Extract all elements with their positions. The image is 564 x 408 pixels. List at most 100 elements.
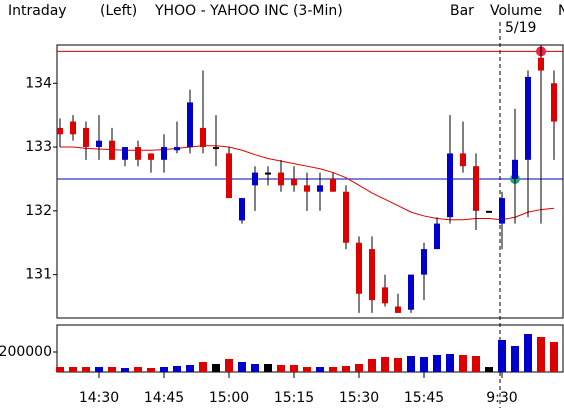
vol-tick-label: 200000 bbox=[0, 344, 52, 360]
volume-bar bbox=[498, 340, 506, 372]
volume-bar bbox=[56, 367, 64, 372]
candle-body bbox=[265, 172, 271, 175]
volume-bar bbox=[329, 367, 337, 372]
candle-body bbox=[382, 287, 388, 304]
candle-body bbox=[408, 274, 414, 310]
candle-body bbox=[486, 210, 492, 213]
x-tick-label: 9:30 bbox=[486, 390, 517, 406]
candle-body bbox=[330, 178, 336, 192]
candle-body bbox=[343, 191, 349, 243]
volume-bar bbox=[381, 357, 389, 372]
candle-body bbox=[538, 57, 544, 71]
volume-bar bbox=[108, 367, 116, 372]
y-tick-label: 133 bbox=[25, 139, 52, 155]
candle-body bbox=[109, 140, 115, 160]
volume-frame bbox=[56, 324, 564, 373]
candle-body bbox=[213, 147, 219, 150]
volume-bar bbox=[355, 364, 363, 372]
volume-bar bbox=[134, 367, 142, 372]
moving-average bbox=[60, 145, 555, 221]
candle-body bbox=[317, 185, 323, 192]
candle-body bbox=[252, 172, 258, 186]
volume-bar bbox=[277, 365, 285, 372]
candle-body bbox=[356, 242, 362, 294]
volume-bar bbox=[199, 362, 207, 372]
volume-bar bbox=[82, 367, 90, 372]
candle-body bbox=[148, 153, 154, 160]
volume-bar bbox=[173, 366, 181, 372]
candle-body bbox=[122, 147, 128, 160]
volume-bar bbox=[537, 337, 545, 372]
candle-body bbox=[291, 178, 297, 186]
candle-body bbox=[395, 306, 401, 313]
volume-bar bbox=[511, 346, 519, 372]
volume-bar bbox=[303, 367, 311, 372]
candle-body bbox=[525, 76, 531, 160]
volume-bar bbox=[264, 364, 272, 372]
volume-bar bbox=[342, 366, 350, 372]
volume-bar bbox=[290, 365, 298, 372]
candle-body bbox=[304, 185, 310, 192]
candle-body bbox=[200, 127, 206, 148]
volume-bar bbox=[459, 355, 467, 372]
candle-body bbox=[447, 153, 453, 218]
more-label[interactable]: N bbox=[558, 3, 564, 19]
candle-body bbox=[460, 153, 466, 167]
date-label: 5/19 bbox=[505, 20, 536, 36]
volume-bar bbox=[160, 367, 168, 372]
candle-body bbox=[96, 140, 102, 148]
volume-bar bbox=[407, 356, 415, 372]
y-tick-label: 134 bbox=[25, 75, 52, 91]
price-frame bbox=[56, 44, 564, 319]
volume-bar bbox=[420, 357, 428, 372]
volume-bar bbox=[316, 367, 324, 372]
style-label[interactable]: Bar bbox=[450, 3, 474, 19]
x-tick-label: 15:00 bbox=[209, 390, 249, 406]
volume-bar bbox=[95, 367, 103, 372]
candle-body bbox=[57, 127, 63, 135]
candle-body bbox=[278, 172, 284, 186]
candle-body bbox=[421, 249, 427, 275]
candle-body bbox=[70, 121, 76, 135]
mode-label[interactable]: Intraday bbox=[8, 3, 67, 19]
volume-bar bbox=[186, 365, 194, 372]
candle-body bbox=[512, 159, 518, 179]
chart-title: YHOO - YAHOO INC (3-Min) bbox=[154, 3, 343, 19]
volume-bar bbox=[550, 342, 558, 372]
x-tick-label: 15:45 bbox=[404, 390, 444, 406]
candle-body bbox=[369, 249, 375, 301]
study-label[interactable]: Volume bbox=[490, 3, 542, 19]
volume-bar bbox=[524, 334, 532, 372]
volume-bar bbox=[121, 368, 129, 372]
volume-bar bbox=[69, 367, 77, 372]
volume-bar bbox=[225, 359, 233, 372]
candle-body bbox=[473, 166, 479, 211]
candle-body bbox=[551, 83, 557, 122]
y-tick-label: 132 bbox=[25, 203, 52, 219]
x-tick-label: 15:15 bbox=[274, 390, 314, 406]
side-label[interactable]: (Left) bbox=[100, 3, 137, 19]
y-tick-label: 131 bbox=[25, 267, 52, 283]
volume-bar bbox=[147, 368, 155, 372]
x-tick-label: 14:30 bbox=[79, 390, 119, 406]
volume-bar bbox=[446, 354, 454, 372]
candle-body bbox=[499, 198, 505, 224]
volume-bar bbox=[472, 356, 480, 372]
volume-bar bbox=[238, 362, 246, 372]
candle-body bbox=[226, 153, 232, 199]
x-tick-label: 15:30 bbox=[339, 390, 379, 406]
volume-bar bbox=[433, 355, 441, 372]
candle-body bbox=[187, 102, 193, 148]
candle-body bbox=[174, 147, 180, 151]
candle-body bbox=[161, 147, 167, 160]
candle-body bbox=[83, 127, 89, 148]
volume-bar bbox=[212, 364, 220, 372]
x-tick-label: 14:45 bbox=[144, 390, 184, 406]
candle-body bbox=[135, 147, 141, 160]
candle-body bbox=[239, 198, 245, 221]
volume-bar bbox=[368, 359, 376, 372]
volume-bar bbox=[394, 358, 402, 372]
candle-body bbox=[434, 223, 440, 250]
volume-bar bbox=[485, 367, 493, 372]
